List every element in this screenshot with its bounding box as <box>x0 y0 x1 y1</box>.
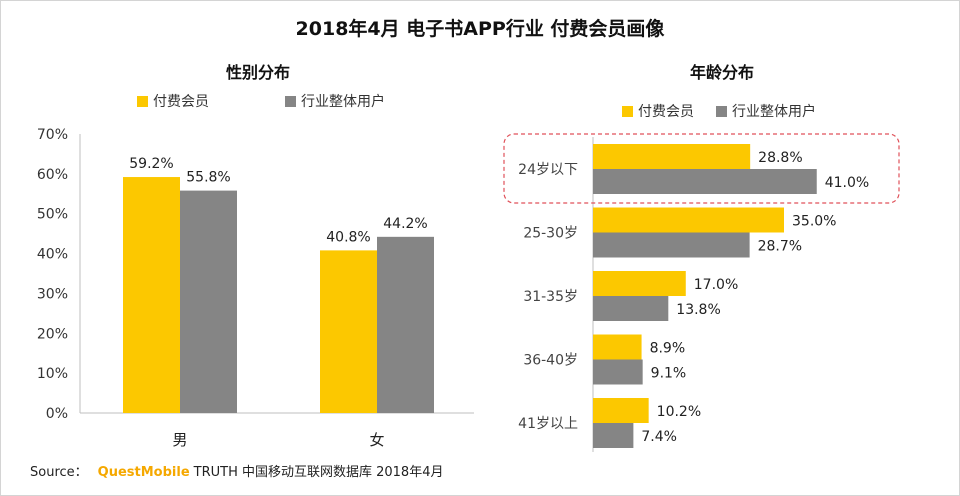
gender-legend: 付费会员 行业整体用户 <box>137 93 385 110</box>
gender-chart: 性别分布 付费会员 行业整体用户 0% 10% 20% 30% 40% 50% 60% 70%… <box>37 63 474 449</box>
age-data-label: 13.8% <box>676 302 720 318</box>
age-chart: 年龄分布 付费会员 行业整体用户 28.8%41.0%24岁以下35.0%28.… <box>503 63 900 452</box>
gender-category-label: 女 <box>369 431 384 449</box>
gender-y-tick-label: 30% <box>37 286 68 302</box>
age-legend-label-paid: 付费会员 <box>638 104 694 120</box>
age-category-label: 24岁以下 <box>518 162 578 178</box>
gender-bar <box>320 250 377 413</box>
age-bar <box>593 334 642 360</box>
age-chart-title: 年龄分布 <box>690 63 754 82</box>
age-category-label: 31-35岁 <box>523 289 578 305</box>
gender-y-tick-label: 40% <box>37 247 68 263</box>
age-category-label: 41岁以上 <box>518 416 578 432</box>
page-title: 2018年4月 电子书APP行业 付费会员画像 <box>295 18 665 40</box>
age-bar <box>593 169 817 194</box>
age-bar <box>593 232 750 258</box>
age-data-label: 7.4% <box>641 429 677 445</box>
gender-legend-swatch-paid <box>137 96 148 107</box>
age-data-label: 8.9% <box>650 341 686 357</box>
gender-y-tick-label: 20% <box>37 326 68 342</box>
age-bar <box>593 144 751 169</box>
gender-data-label: 44.2% <box>383 216 427 232</box>
gender-bars: 59.2% 55.8% 男 40.8% 44.2% 女 <box>123 156 434 449</box>
gender-category-label: 男 <box>172 431 187 449</box>
age-bar <box>593 207 784 233</box>
highlight-box-24-under <box>503 133 900 204</box>
age-data-label: 28.7% <box>758 239 802 255</box>
age-bar <box>593 398 649 423</box>
age-bars: 28.8% 41.0% 24岁以下 35.0% 28.7% 25-30岁 17.0% 13.8… <box>518 144 869 448</box>
age-data-label: 9.1% <box>651 366 687 382</box>
gender-legend-label-paid: 付费会员 <box>153 94 209 110</box>
source-prefix: Source： <box>30 465 88 480</box>
gender-y-tick-label: 10% <box>37 366 68 382</box>
age-bar <box>593 296 669 321</box>
source-note: Source： QuestMobile TRUTH 中国移动互联网数据库 2018年… <box>30 461 443 480</box>
gender-y-tick-label: 0% <box>46 406 68 422</box>
gender-y-tick-label: 60% <box>37 167 68 183</box>
age-legend-swatch-overall <box>716 106 727 117</box>
age-bar <box>593 423 634 448</box>
age-data-label: 41.0% <box>825 175 869 191</box>
gender-data-label: 59.2% <box>129 156 173 172</box>
gender-y-ticks: 0% 10% 20% 30% 40% 50% 60% 70% <box>37 127 68 422</box>
gender-bar <box>180 190 237 413</box>
age-bar <box>593 271 686 296</box>
age-data-label: 35.0% <box>792 214 836 230</box>
age-data-label: 10.2% <box>657 404 701 420</box>
gender-y-tick-label: 50% <box>37 207 68 223</box>
age-category-label: 36-40岁 <box>523 353 578 369</box>
gender-data-label: 55.8% <box>186 170 230 186</box>
gender-chart-title: 性别分布 <box>226 63 290 82</box>
gender-bar <box>123 177 180 413</box>
gender-data-label: 40.8% <box>326 229 370 245</box>
age-bar <box>593 359 643 385</box>
gender-legend-label-overall: 行业整体用户 <box>301 93 385 110</box>
age-legend: 付费会员 行业整体用户 <box>622 103 816 120</box>
source-brand-logo: QuestMobile <box>97 465 190 480</box>
gender-y-tick-label: 70% <box>37 127 68 143</box>
age-legend-swatch-paid <box>622 106 633 117</box>
age-data-label: 17.0% <box>694 277 738 293</box>
age-category-label: 25-30岁 <box>523 226 578 242</box>
age-legend-label-overall: 行业整体用户 <box>732 103 816 120</box>
gender-bar <box>377 236 434 413</box>
source-suffix: TRUTH 中国移动互联网数据库 2018年4月 <box>193 465 444 480</box>
age-data-label: 28.8% <box>758 150 802 166</box>
gender-legend-swatch-overall <box>285 96 296 107</box>
